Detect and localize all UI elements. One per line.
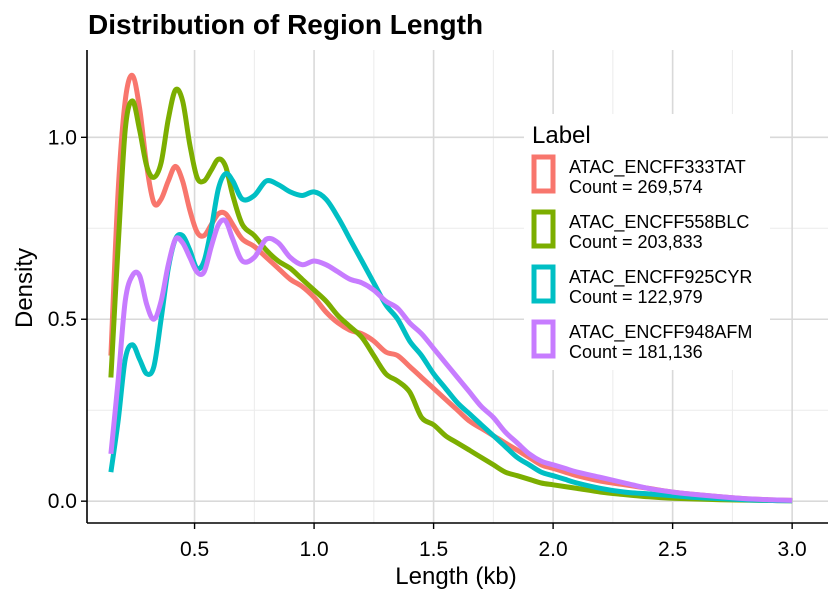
y-axis-title: Density xyxy=(11,248,38,328)
legend-background xyxy=(524,114,770,370)
series-line-atac-encff948afm xyxy=(108,217,793,503)
x-tick-label: 2.5 xyxy=(658,538,687,561)
series-line-atac-encff333tat xyxy=(108,72,793,503)
legend-key xyxy=(531,154,556,194)
legend-count: Count = 269,574 xyxy=(569,177,703,197)
legend-key xyxy=(531,319,556,359)
y-tick-label: 0.0 xyxy=(48,490,77,513)
legend-label: ATAC_ENCFF948AFM xyxy=(569,322,752,343)
y-tick-label: 1.0 xyxy=(48,126,77,149)
y-axis-ticks: 0.0 0.5 1.0 xyxy=(48,126,87,513)
x-axis-title: Length (kb) xyxy=(395,563,516,590)
x-tick-label: 1.5 xyxy=(419,538,448,561)
x-axis-ticks: 0.5 1.0 1.5 2.0 2.5 3.0 xyxy=(180,523,807,561)
legend-title: Label xyxy=(532,122,591,149)
legend-count: Count = 122,979 xyxy=(569,287,703,307)
x-tick-label: 0.5 xyxy=(180,538,209,561)
chart-title: Distribution of Region Length xyxy=(88,9,483,40)
legend-label: ATAC_ENCFF333TAT xyxy=(569,157,746,178)
x-tick-label: 1.0 xyxy=(299,538,328,561)
legend-label: ATAC_ENCFF558BLC xyxy=(569,212,749,233)
legend-label: ATAC_ENCFF925CYR xyxy=(569,267,752,288)
legend-key xyxy=(531,264,556,304)
series-lines xyxy=(108,72,793,504)
series-line-atac-encff558blc xyxy=(108,86,793,504)
y-tick-label: 0.5 xyxy=(48,308,77,331)
x-tick-label: 2.0 xyxy=(539,538,568,561)
legend-count: Count = 203,833 xyxy=(569,232,703,252)
legend-count: Count = 181,136 xyxy=(569,342,703,362)
x-tick-label: 3.0 xyxy=(778,538,807,561)
legend-key xyxy=(531,209,556,249)
axes xyxy=(86,50,828,524)
